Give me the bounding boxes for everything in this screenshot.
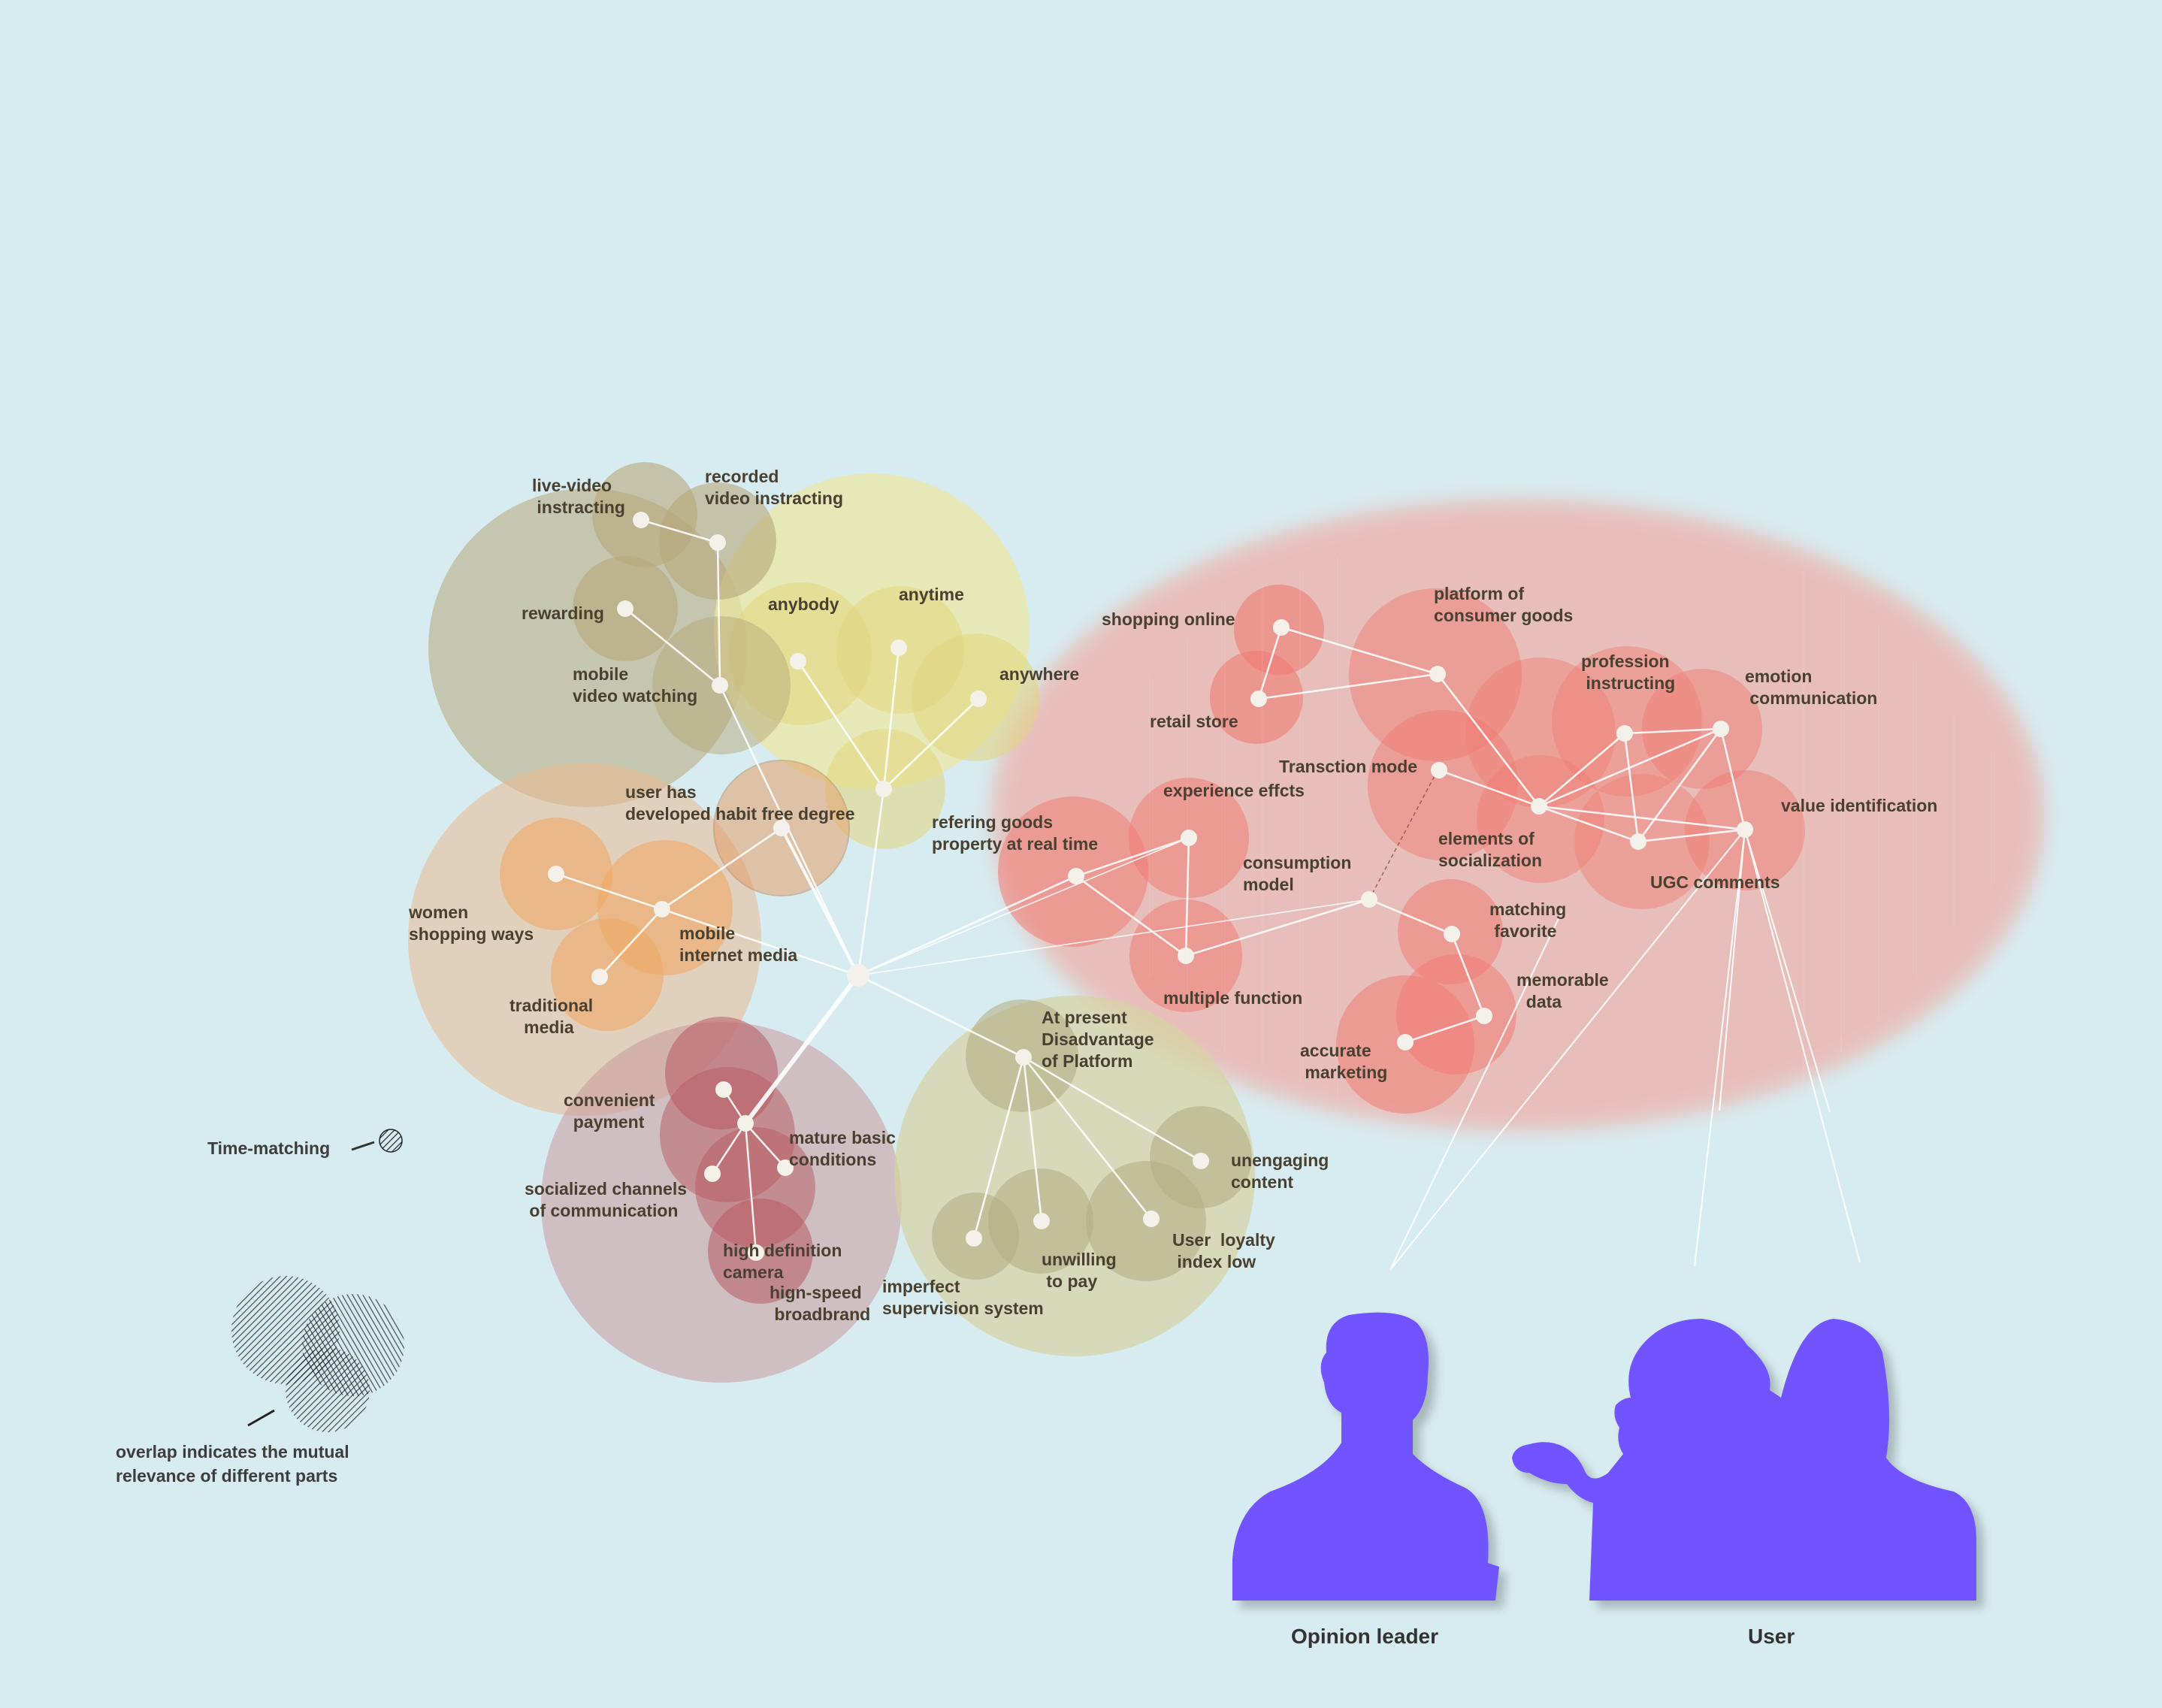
label-rewarding: rewarding <box>522 603 604 623</box>
time-matching-legend-graphic <box>351 1129 403 1153</box>
label-emotion-communication: emotion communication <box>1745 667 1878 708</box>
nodes <box>548 512 1753 1261</box>
opinion-leader-silhouette <box>1232 1312 1499 1601</box>
label-accurate-marketing: accurate marketing <box>1300 1041 1388 1082</box>
user-silhouette <box>1512 1319 1976 1601</box>
label-recorded-video: recorded video instracting <box>705 467 844 508</box>
label-memorable-data: memorable data <box>1516 970 1609 1011</box>
label-high-speed: hign-speed broadbrand <box>770 1283 871 1324</box>
label-ugc-comments: UGC comments <box>1650 872 1780 892</box>
label-multiple-function: multiple function <box>1163 988 1303 1008</box>
label-refering-goods: refering goods property at real time <box>932 812 1099 854</box>
legend-time-matching: Time-matching <box>207 1138 331 1158</box>
label-anywhere: anywhere <box>999 664 1080 684</box>
label-socialized-channels: socialized channels of communication <box>525 1179 688 1220</box>
label-shopping-online: shopping online <box>1102 609 1235 629</box>
overlap-legend-graphic <box>231 1276 404 1432</box>
label-platform-disadvantage: At present Disadvantage of Platform <box>1042 1008 1154 1071</box>
label-unengaging-content: unengaging content <box>1231 1150 1329 1192</box>
time-matching-swatch <box>379 1129 403 1153</box>
legend-overlap-note: overlap indicates the mutual relevance o… <box>116 1442 349 1486</box>
label-elements-socialization: elements of socialization <box>1438 829 1543 870</box>
label-mature-basic: mature basic conditions <box>789 1128 896 1169</box>
label-mobile-video: mobile video watching <box>573 664 698 706</box>
label-value-identification: value identification <box>1781 796 1938 815</box>
label-retail-store: retail store <box>1150 712 1238 731</box>
label-convenient-payment: convenient payment <box>564 1090 655 1132</box>
label-live-video: live-video instracting <box>532 476 625 517</box>
label-imperfect-supervision: imperfect supervision system <box>882 1277 1044 1318</box>
label-transaction-mode: Transction mode <box>1279 757 1418 776</box>
label-matching-favorite: matching favorite <box>1489 899 1567 941</box>
label-consumption-model: consumption model <box>1243 853 1352 894</box>
caption-opinion-leader: Opinion leader <box>1291 1625 1439 1648</box>
salmon-texture <box>1149 556 1992 1097</box>
label-profession-instructing: profession instructing <box>1581 651 1676 693</box>
label-platform-consumer: platform of consumer goods <box>1434 584 1574 625</box>
label-user-habit: user has developed habit free degree <box>625 782 855 824</box>
label-anybody: anybody <box>768 594 839 614</box>
label-mobile-internet: mobile internet media <box>679 924 798 965</box>
label-unwilling-to-pay: unwilling to pay <box>1042 1250 1117 1291</box>
caption-user: User <box>1748 1625 1795 1648</box>
label-anytime: anytime <box>899 585 964 604</box>
label-user-loyalty: User loyalty index low <box>1172 1230 1275 1271</box>
label-high-definition: high definition camera <box>723 1241 842 1282</box>
label-experience-effects: experience effcts <box>1163 781 1305 800</box>
label-traditional-media: traditional media <box>510 996 594 1037</box>
label-women-shopping: women shopping ways <box>409 902 534 944</box>
